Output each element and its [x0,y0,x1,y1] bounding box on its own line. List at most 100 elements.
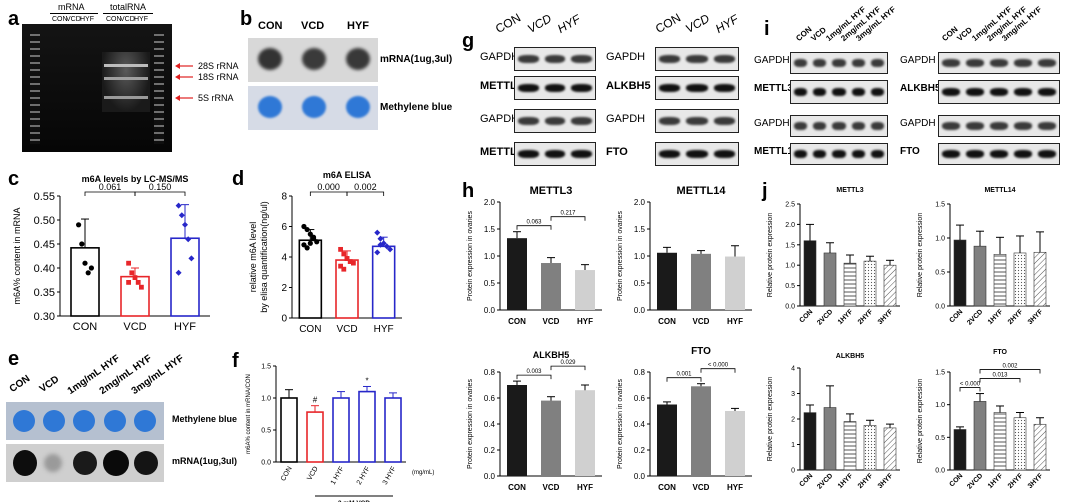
gel-marker-label: 5S rRNA [198,93,234,103]
bar [371,245,396,319]
bar [280,397,298,463]
bar [358,390,376,463]
x-tick-label: 3HYF [1027,308,1045,326]
bar [803,240,817,307]
dot-column-label: CON [7,373,33,395]
significance-bracket [550,216,586,221]
gel-band [104,96,148,99]
blot-band [813,150,827,158]
data-point [182,221,188,228]
bar [1033,423,1047,471]
dot-blot-methylene [248,86,378,130]
y-tick-label: 0.0 [484,306,496,315]
y-axis-label: m6A% content in mRNA [12,207,22,304]
bar [1033,251,1047,307]
blot-band [832,122,846,130]
x-tick-label: HYF [727,483,743,492]
p-value-label: 0.029 [560,360,576,366]
y-tick-label: 0 [791,467,795,474]
blot-row-label: GAPDH [480,51,520,63]
blot-row-label: ALKBH5 [606,80,651,92]
x-tick-label: HYF [374,324,394,335]
panel-label-g: g [462,30,475,52]
bar [507,238,527,310]
x-tick-label: 3 HYF [382,466,398,487]
dot [43,410,65,432]
y-tick-label: 0.55 [34,191,55,203]
blot-row-label: METTL3 [480,80,523,92]
bar [1013,252,1027,307]
blot-band [870,59,884,67]
p-value-label: 0.217 [560,211,576,217]
data-point [79,241,85,247]
significance-mark: * [365,376,368,385]
bar [298,239,323,319]
blot-band [942,150,960,158]
x-tick-label: 1HYF [837,308,855,326]
dot [134,451,158,475]
data-point [139,284,144,290]
bar [843,421,857,471]
blot-band [794,150,808,158]
chart-j-fto: FTO 0.0 0.5 1.0 1.5 Relative protein expressi… [917,349,1050,491]
bar [993,254,1007,307]
blot-band [813,88,827,96]
y-tick-label: 1 [791,442,795,449]
dot [73,410,95,432]
dot-blot-mrna [6,444,164,482]
y-tick-label: 2.0 [785,222,795,229]
blot-band [1038,59,1056,67]
y-tick-label: 1.0 [484,252,496,261]
bar [883,427,897,471]
blot-band [686,84,708,92]
blot-band [942,59,960,67]
x-tick-label: VCD [336,324,357,335]
x-tick-label: 1HYF [987,308,1005,326]
y-tick-label: 0.5 [484,279,496,288]
dot [302,96,326,118]
chart-title: METTL14 [677,185,727,197]
p-value-label: < 0.000 [708,363,729,369]
y-tick-label: 0.6 [484,394,496,403]
y-tick-label: 0.5 [634,279,646,288]
significance-bracket [700,368,736,373]
bar [575,390,595,476]
data-point [178,212,185,219]
gel-band [104,77,148,80]
blot-band [966,122,984,130]
blot-band [990,88,1008,96]
chart-j-alkbh5: ALKBH5 0 1 2 3 4 Relative protein expression CO… [767,353,900,491]
blot-band [1014,88,1032,96]
blot-strip [938,115,1060,137]
bar [1013,417,1027,471]
x-tick-label: 2VCD [966,308,984,326]
chart-j-mettl14: METTL14 0.0 0.5 1.0 1.5 Relative protein expr… [917,187,1050,327]
y-tick-label: 0.0 [785,303,795,310]
gel-ladder-left [30,34,40,144]
y-tick-label: 1.0 [634,252,646,261]
data-point [175,202,182,209]
y-tick-label: 0.0 [634,472,646,481]
dot [258,96,282,118]
bar [823,407,837,471]
x-tick-label: 1HYF [987,472,1005,490]
chart-title: ALKBH5 [836,353,864,360]
data-point [85,270,91,276]
dot-row-label: mRNA(1ug,3ul) [380,54,453,65]
dot [103,450,129,476]
y-tick-label: 2.5 [785,201,795,208]
x-tick-label: VCD [543,483,560,492]
y-axis-label: m6A% content in mRNA/CON [246,374,252,454]
y-tick-label: 0.0 [261,459,271,466]
significance-bracket [666,377,702,382]
data-point [377,235,384,242]
y-axis-label: Protein expression in ovaries [467,211,474,301]
y-tick-label: 1.0 [261,395,271,402]
significance-bracket [979,378,1021,383]
gel-group-total: totalRNA [110,2,147,12]
chart-m6a-elisa: m6A ELISA 0 2 4 6 8 relative m6A level by elisa… [248,170,402,335]
dot [44,454,62,472]
bar [657,404,677,476]
gel-band [104,64,148,67]
dot [104,410,126,432]
